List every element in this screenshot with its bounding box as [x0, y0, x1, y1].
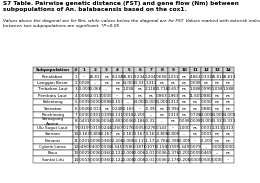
- Text: Values above the diagonal are for Nm, while values below the diagonal are for FS: Values above the diagonal are for Nm, wh…: [3, 19, 260, 28]
- Text: S7 Table. Pairwise genetic distance (FST) and gene flow (Nm) between subpopulati: S7 Table. Pairwise genetic distance (FST…: [3, 1, 238, 12]
